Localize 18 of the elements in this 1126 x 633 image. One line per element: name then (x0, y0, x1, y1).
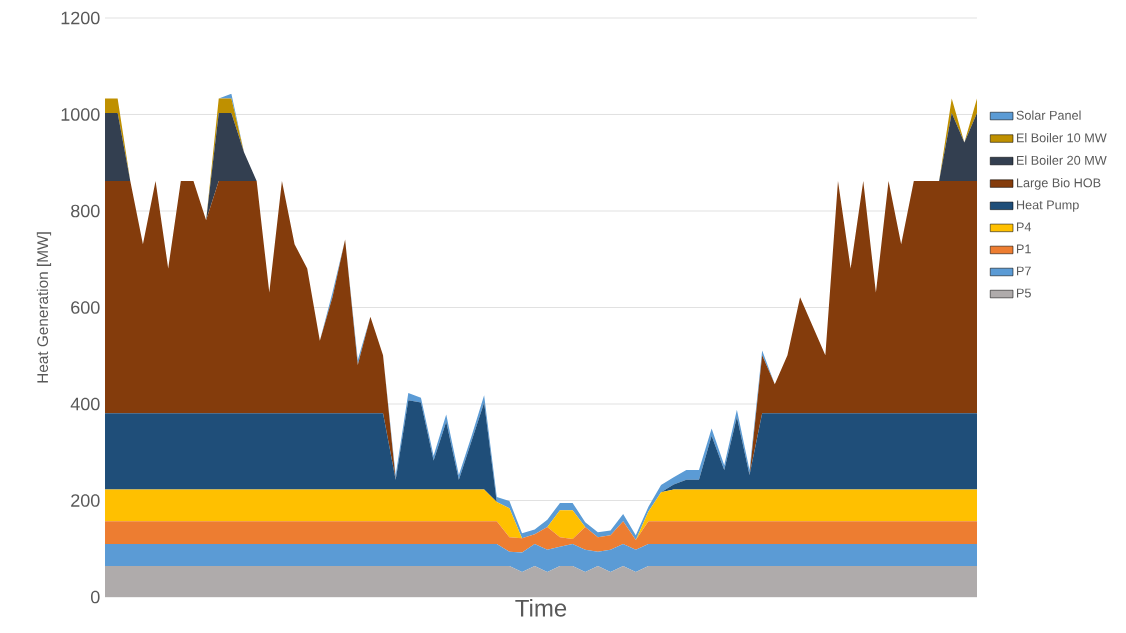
legend-label: El Boiler 20 MW (1016, 155, 1107, 165)
legend-label: El Boiler 10 MW (1016, 132, 1107, 143)
y-tick-label: 200 (71, 494, 100, 507)
legend-label: Large Bio HOB (1016, 177, 1101, 190)
y-tick-label: 0 (91, 590, 100, 604)
legend-label: P7 (1016, 266, 1031, 276)
y-tick-label: 1000 (61, 108, 100, 121)
legend-label: P5 (1016, 288, 1031, 298)
legend-label: P1 (1016, 244, 1031, 254)
y-axis-title: Heat Generation [MW] (36, 232, 52, 383)
y-tick-label: 800 (71, 204, 100, 218)
y-tick-label: 400 (70, 397, 100, 411)
x-axis-title: Time (515, 599, 567, 617)
y-tick-label: 600 (71, 301, 100, 314)
legend-label: Solar Panel (1016, 110, 1081, 120)
y-tick-label: 1200 (61, 11, 100, 25)
legend-label: Heat Pump (1016, 200, 1079, 212)
legend-label: P4 (1016, 222, 1032, 232)
